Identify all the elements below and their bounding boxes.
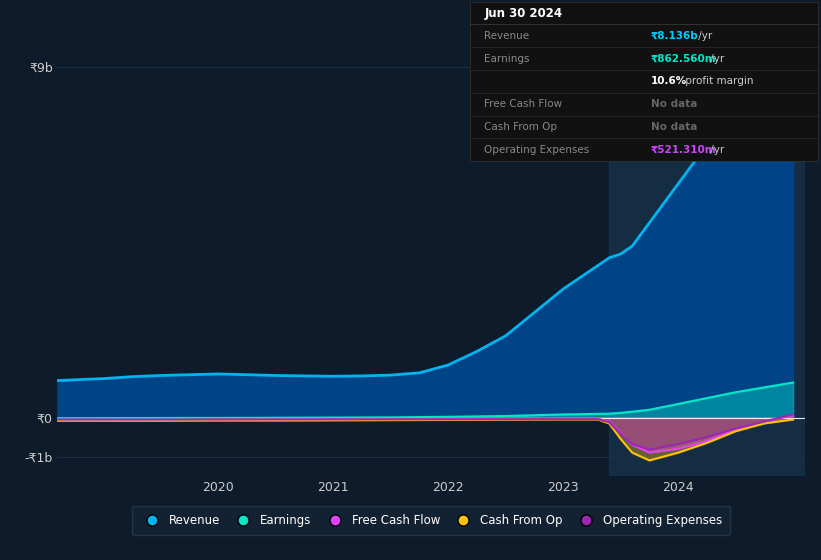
Text: ₹521.310m: ₹521.310m: [651, 145, 717, 155]
Text: /yr: /yr: [707, 145, 724, 155]
Text: No data: No data: [651, 122, 697, 132]
Text: ₹862.560m: ₹862.560m: [651, 54, 717, 64]
Text: 10.6%: 10.6%: [651, 77, 687, 86]
Text: /yr: /yr: [707, 54, 724, 64]
Text: Operating Expenses: Operating Expenses: [484, 145, 589, 155]
Text: /yr: /yr: [695, 31, 712, 41]
Text: Revenue: Revenue: [484, 31, 530, 41]
Text: profit margin: profit margin: [682, 77, 754, 86]
Bar: [609, 28, 805, 476]
Text: No data: No data: [651, 99, 697, 109]
Text: Free Cash Flow: Free Cash Flow: [484, 99, 562, 109]
Text: Cash From Op: Cash From Op: [484, 122, 557, 132]
Legend: Revenue, Earnings, Free Cash Flow, Cash From Op, Operating Expenses: Revenue, Earnings, Free Cash Flow, Cash …: [132, 506, 730, 535]
Text: Earnings: Earnings: [484, 54, 530, 64]
Text: Jun 30 2024: Jun 30 2024: [484, 7, 562, 20]
Text: ₹8.136b: ₹8.136b: [651, 31, 699, 41]
